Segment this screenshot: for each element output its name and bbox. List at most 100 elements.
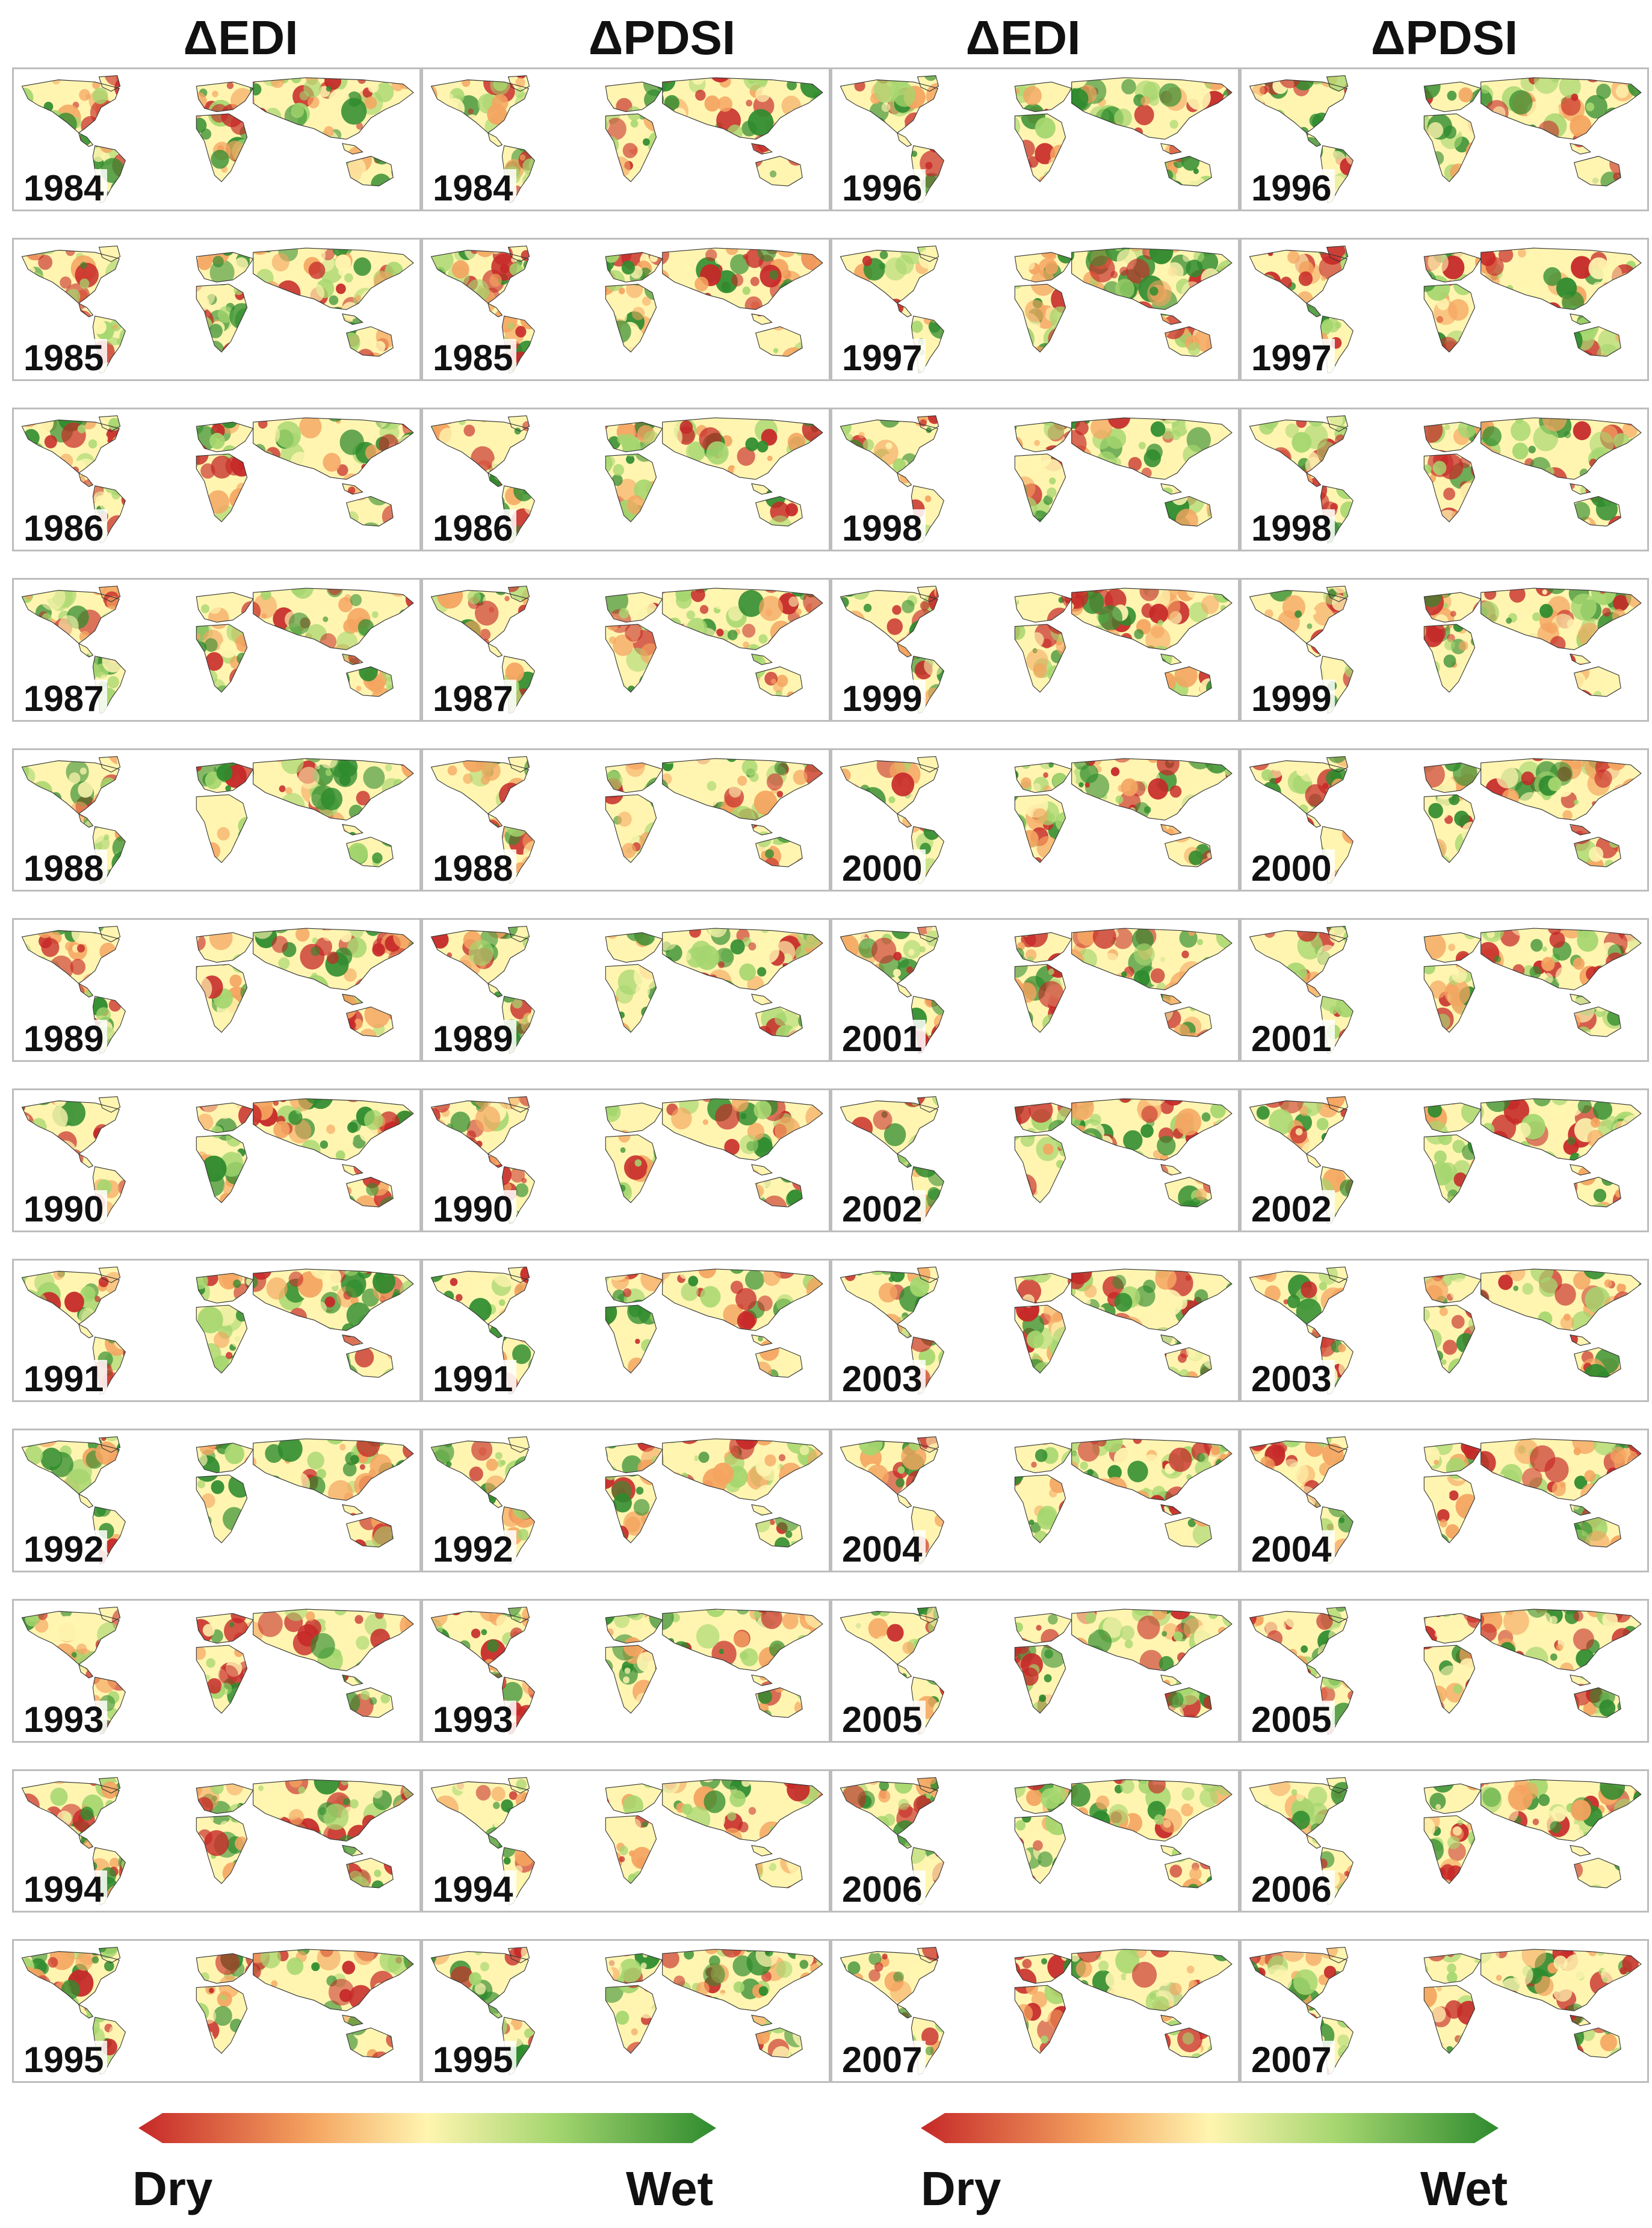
coastline (346, 2028, 394, 2058)
coastline (1165, 836, 1212, 867)
map-panel: 1996 (1240, 67, 1649, 211)
coastline (507, 585, 530, 603)
coastline (507, 756, 530, 772)
coastline (1423, 1953, 1482, 1984)
coastline (1071, 247, 1233, 310)
coastline (487, 1323, 503, 1338)
coastline (840, 590, 938, 644)
coastline (1480, 77, 1642, 140)
coastline (253, 1098, 414, 1161)
year-label: 2003 (1248, 1360, 1335, 1398)
coastline (755, 1347, 803, 1378)
year-label: 2000 (1248, 849, 1335, 888)
coastline (1014, 1474, 1066, 1544)
coastline (1014, 81, 1072, 113)
year-label: 1999 (838, 679, 926, 718)
coastline (430, 420, 529, 474)
year-label: 2006 (838, 1870, 926, 1909)
coastline (78, 1494, 94, 1509)
coastline (1249, 1270, 1347, 1325)
map-panel: 1995 (12, 1939, 421, 2083)
coastline (896, 132, 912, 147)
coastline (507, 1266, 530, 1283)
coastline (21, 79, 120, 134)
coastline (896, 1494, 912, 1509)
coastline (1574, 2028, 1621, 2058)
coastline (1570, 483, 1591, 495)
coastline (1326, 1096, 1349, 1113)
map-panel: 2005 (1240, 1599, 1649, 1743)
coastline (430, 930, 529, 984)
coastline (662, 247, 823, 310)
map-panel: 1987 (421, 578, 831, 722)
coastline (1570, 1845, 1591, 1857)
coastline (1570, 653, 1591, 665)
map-panel: 1991 (421, 1258, 831, 1403)
coastline (662, 77, 823, 140)
world-map (1249, 75, 1642, 203)
year-label: 1993 (20, 1700, 108, 1739)
coastline (98, 585, 121, 603)
coastline (430, 1781, 529, 1835)
coastline (196, 453, 248, 523)
coastline (430, 1441, 529, 1495)
coastline (1326, 245, 1349, 262)
coastline (1480, 928, 1642, 991)
coastline (196, 1102, 254, 1134)
coastline (896, 983, 912, 998)
coastline (1423, 592, 1482, 623)
coastline (1570, 313, 1591, 325)
legend-wet-label-left: Wet (626, 2162, 714, 2215)
coastline (1165, 1176, 1212, 1208)
coastline (605, 1305, 657, 1374)
coastline (751, 653, 773, 665)
coastline (751, 143, 773, 155)
map-panel: 1989 (421, 918, 831, 1062)
coastline (1160, 1164, 1182, 1176)
coastline (342, 653, 364, 665)
coastline (1423, 81, 1482, 113)
coastline (196, 624, 248, 693)
coastline (1014, 932, 1072, 963)
coastline (21, 1781, 120, 1835)
coastline (1423, 113, 1476, 182)
coastline (1249, 590, 1347, 644)
year-label: 1994 (20, 1870, 108, 1909)
coastline (98, 1777, 121, 1793)
coastline (1249, 249, 1347, 304)
coastline (98, 756, 121, 772)
coastline (1071, 1609, 1233, 1671)
coastline (1160, 1334, 1182, 1346)
map-panel: 1986 (12, 408, 421, 551)
coastline (1165, 1007, 1212, 1037)
coastline (1249, 930, 1347, 984)
legend-wet-label-right: Wet (1420, 2162, 1508, 2215)
coastline (1326, 75, 1349, 92)
coastline (1249, 420, 1347, 474)
coastline (1071, 1779, 1233, 1842)
coastline (346, 155, 394, 187)
coastline (1423, 1442, 1482, 1474)
year-label: 1994 (429, 1870, 517, 1909)
coastline (253, 1949, 414, 2012)
coastline (1165, 326, 1212, 357)
coastline (662, 758, 823, 821)
map-panel: 1989 (12, 918, 421, 1062)
coastline (98, 75, 121, 92)
world-map (21, 1096, 414, 1224)
coastline (605, 1985, 657, 2054)
coastline (1570, 824, 1591, 836)
coastline (196, 1134, 248, 1203)
year-label: 1997 (1248, 339, 1335, 377)
coastline (605, 762, 663, 793)
coastline (1014, 113, 1066, 182)
column-header-edi-left: ΔEDI (183, 11, 299, 64)
coastline (751, 313, 773, 325)
coastline (507, 245, 530, 262)
coastline (1480, 758, 1642, 821)
coastline (487, 302, 503, 317)
map-panel: 2005 (831, 1599, 1240, 1743)
coastline (487, 1834, 503, 1849)
year-label: 1993 (429, 1700, 517, 1739)
coastline (342, 824, 364, 836)
